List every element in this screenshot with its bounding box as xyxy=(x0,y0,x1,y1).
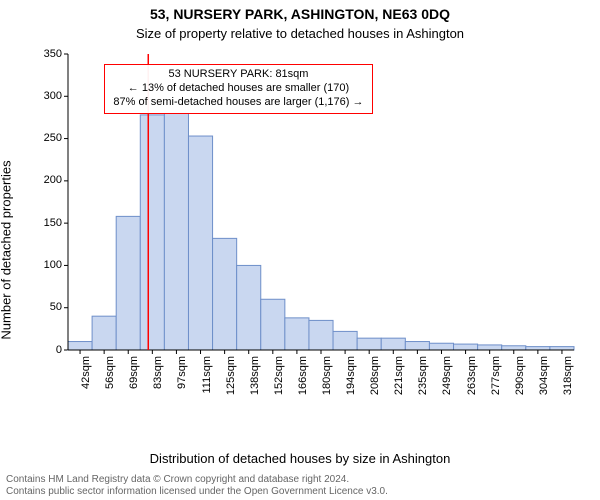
histogram-bar xyxy=(502,346,526,350)
callout-line2: ← 13% of detached houses are smaller (17… xyxy=(113,82,363,96)
x-tick-label: 97sqm xyxy=(176,356,188,406)
x-tick-label: 221sqm xyxy=(393,356,405,406)
plot-area: 53 NURSERY PARK: 81sqm ← 13% of detached… xyxy=(58,48,578,400)
y-tick-label: 250 xyxy=(44,132,62,144)
y-tick-label: 150 xyxy=(44,217,62,229)
y-axis-label: Number of detached properties xyxy=(0,160,14,339)
histogram-bar xyxy=(405,342,429,350)
x-tick-label: 290sqm xyxy=(514,356,526,406)
x-tick-label: 318sqm xyxy=(562,356,574,406)
y-tick-label: 350 xyxy=(44,48,62,60)
histogram-bar xyxy=(285,318,309,350)
x-tick-label: 56sqm xyxy=(104,356,116,406)
histogram-bar xyxy=(188,136,212,350)
histogram-bar xyxy=(164,113,188,350)
x-tick-label: 194sqm xyxy=(345,356,357,406)
x-tick-label: 277sqm xyxy=(490,356,502,406)
x-tick-label: 138sqm xyxy=(249,356,261,406)
histogram-bar xyxy=(478,345,502,350)
chart-subtitle: Size of property relative to detached ho… xyxy=(0,26,600,41)
x-tick-label: 125sqm xyxy=(225,356,237,406)
x-tick-label: 83sqm xyxy=(152,356,164,406)
footer-line2: Contains public sector information licen… xyxy=(6,486,594,498)
x-tick-label: 235sqm xyxy=(417,356,429,406)
chart-container: 53, NURSERY PARK, ASHINGTON, NE63 0DQ Si… xyxy=(0,0,600,500)
x-tick-label: 111sqm xyxy=(201,356,213,406)
x-tick-label: 263sqm xyxy=(466,356,478,406)
x-tick-label: 304sqm xyxy=(538,356,550,406)
histogram-bar xyxy=(140,115,164,350)
x-tick-label: 69sqm xyxy=(128,356,140,406)
x-tick-label: 180sqm xyxy=(321,356,333,406)
callout-line1: 53 NURSERY PARK: 81sqm xyxy=(113,68,363,82)
callout-line3: 87% of semi-detached houses are larger (… xyxy=(113,96,363,110)
x-tick-label: 166sqm xyxy=(297,356,309,406)
x-tick-label: 42sqm xyxy=(80,356,92,406)
footer-line1: Contains HM Land Registry data © Crown c… xyxy=(6,474,594,486)
histogram-bar xyxy=(116,216,140,350)
histogram-bar xyxy=(309,320,333,350)
histogram-bar xyxy=(381,338,405,350)
histogram-bar xyxy=(454,344,478,350)
histogram-bar xyxy=(357,338,381,350)
x-tick-label: 152sqm xyxy=(273,356,285,406)
chart-title: 53, NURSERY PARK, ASHINGTON, NE63 0DQ xyxy=(0,6,600,22)
histogram-bar xyxy=(550,347,574,350)
x-tick-label: 249sqm xyxy=(441,356,453,406)
histogram-bar xyxy=(237,265,261,350)
y-tick-label: 100 xyxy=(44,259,62,271)
y-tick-label: 0 xyxy=(56,344,62,356)
histogram-bar xyxy=(92,316,116,350)
x-axis-label: Distribution of detached houses by size … xyxy=(0,451,600,466)
histogram-bar xyxy=(213,238,237,350)
y-tick-label: 200 xyxy=(44,174,62,186)
callout-box: 53 NURSERY PARK: 81sqm ← 13% of detached… xyxy=(104,64,372,113)
histogram-bar xyxy=(333,331,357,350)
y-tick-label: 300 xyxy=(44,90,62,102)
histogram-bar xyxy=(429,343,453,350)
histogram-bar xyxy=(526,347,550,350)
footer-attribution: Contains HM Land Registry data © Crown c… xyxy=(6,474,594,498)
x-tick-label: 208sqm xyxy=(369,356,381,406)
histogram-bar xyxy=(261,299,285,350)
histogram-bar xyxy=(68,342,92,350)
y-tick-label: 50 xyxy=(50,301,62,313)
